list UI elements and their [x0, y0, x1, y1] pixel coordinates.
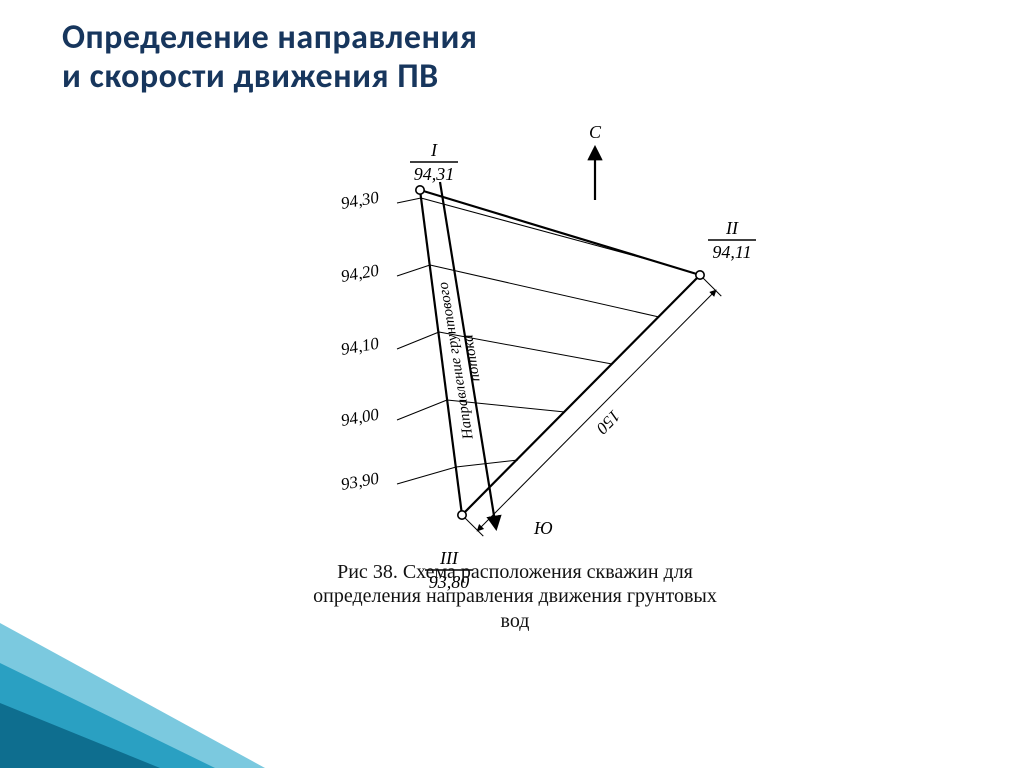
svg-text:94,30: 94,30	[339, 187, 380, 212]
svg-text:94,00: 94,00	[339, 404, 380, 429]
svg-text:94,10: 94,10	[339, 333, 380, 358]
svg-text:93,90: 93,90	[339, 468, 380, 493]
svg-text:94,20: 94,20	[339, 260, 380, 285]
svg-text:Ю: Ю	[533, 518, 553, 538]
slide-title: Определение направления и скорости движе…	[62, 18, 477, 96]
svg-text:94,11: 94,11	[712, 242, 751, 262]
title-line-1: Определение направления	[62, 18, 477, 57]
svg-text:94,31: 94,31	[414, 164, 455, 184]
svg-text:II: II	[725, 218, 739, 238]
title-line-2: и скорости движения ПВ	[62, 57, 477, 96]
diagram: 94,3094,2094,1094,0093,90Направление гру…	[250, 110, 790, 610]
svg-text:I: I	[430, 140, 438, 160]
figure-caption: Рис 38. Схема расположения скважин для о…	[300, 560, 730, 633]
svg-text:150: 150	[592, 406, 624, 438]
svg-text:С: С	[589, 122, 602, 142]
